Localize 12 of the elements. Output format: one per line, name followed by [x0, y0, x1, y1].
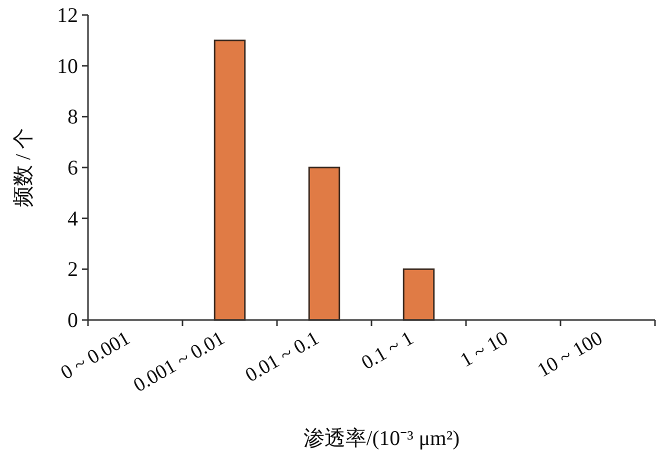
y-tick-label: 12	[57, 3, 78, 27]
y-tick-label: 10	[57, 54, 78, 78]
y-axis-title: 频数 / 个	[11, 128, 35, 208]
x-tick-label: 0.1 ~ 1	[358, 327, 418, 374]
x-tick-label: 10 ~ 100	[534, 327, 606, 382]
x-tick-label: 0.01 ~ 0.1	[242, 327, 323, 387]
y-tick-label: 6	[68, 156, 78, 180]
x-axis-title: 渗透率/(10⁻³ μm²)	[303, 426, 460, 450]
y-tick-label: 8	[68, 104, 78, 129]
y-tick-label: 2	[68, 257, 78, 282]
y-tick-label: 4	[68, 206, 78, 230]
x-tick-label: 1 ~ 10	[456, 327, 512, 372]
